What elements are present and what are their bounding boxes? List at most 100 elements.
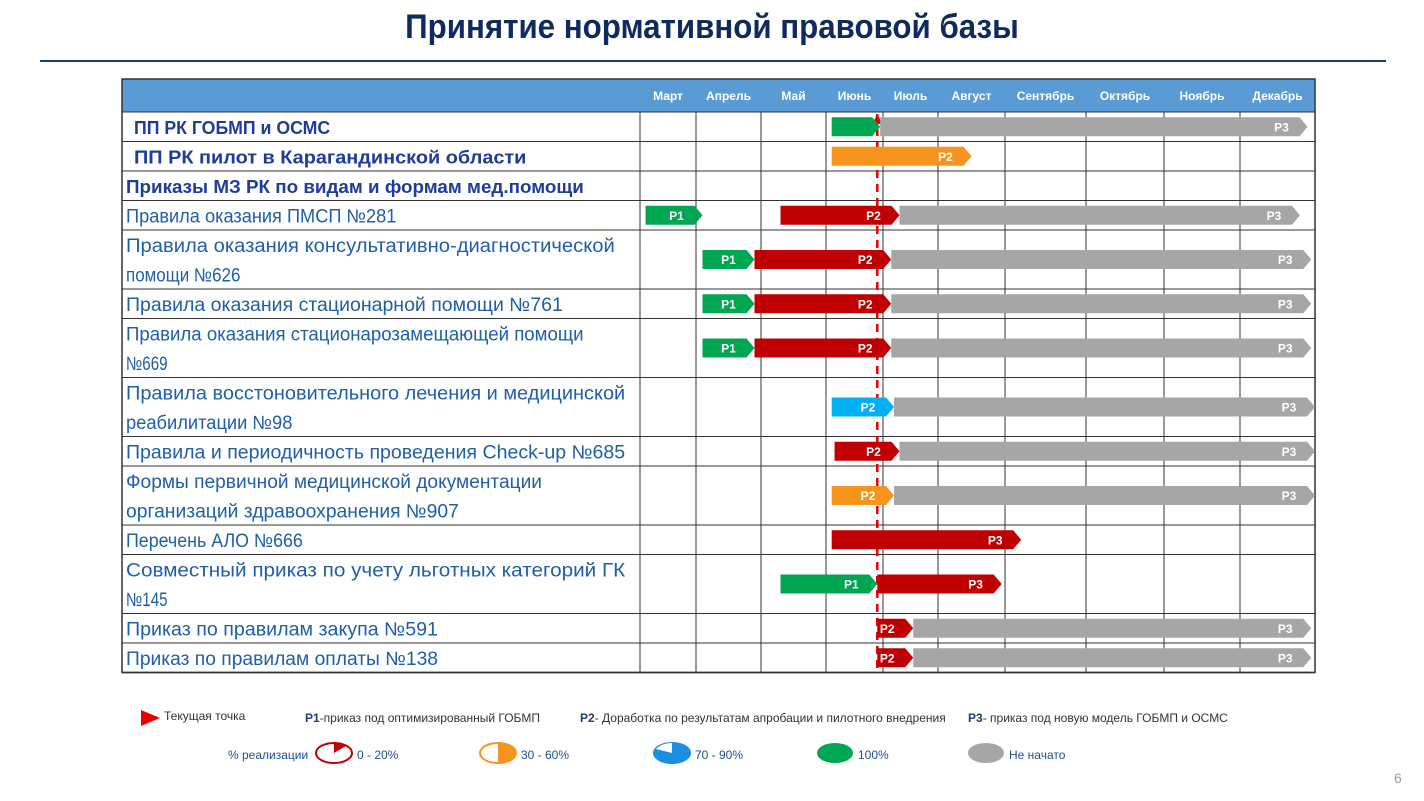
bar-label: Р3 xyxy=(988,533,1003,547)
month-header: Март xyxy=(653,89,683,103)
month-header: Апрель xyxy=(706,89,751,103)
gantt-bar xyxy=(877,618,914,638)
table-header xyxy=(122,79,1315,112)
legend-r3: 70 - 90% xyxy=(695,748,744,762)
legend-r1: 0 - 20% xyxy=(357,748,399,762)
bar-label: Р3 xyxy=(1278,622,1293,636)
gantt-bar xyxy=(891,338,1312,358)
pie-100-icon xyxy=(817,743,853,763)
legend-p1: Р1-приказ под оптимизированный ГОБМП xyxy=(305,711,540,725)
row-label: помощи №626 xyxy=(126,265,240,286)
bar-label: Р1 xyxy=(721,253,736,267)
bar-label: Р3 xyxy=(1282,489,1297,503)
row-label: Приказ по правилам оплаты №138 xyxy=(126,649,438,670)
bar-label: Р2 xyxy=(880,651,895,665)
legend-r2: 30 - 60% xyxy=(521,748,570,762)
legend-current-point: Текущая точка xyxy=(164,709,246,723)
month-header: Октябрь xyxy=(1100,89,1150,103)
gantt-bar xyxy=(899,441,1315,461)
page-title: Принятие нормативной правовой базы xyxy=(405,8,1019,46)
gantt-bar xyxy=(702,250,755,269)
pie-not-started-icon xyxy=(968,743,1004,763)
gantt-bar xyxy=(877,574,1002,594)
row-label: ПП РК пилот в Карагандинской области xyxy=(134,147,526,167)
gantt-bar xyxy=(645,205,703,225)
month-header: Декабрь xyxy=(1252,89,1302,103)
bar-label: Р2 xyxy=(880,622,895,636)
bar-label: Р3 xyxy=(1267,209,1282,223)
page-number: 6 xyxy=(1394,770,1402,786)
month-header: Август xyxy=(952,89,992,103)
pie-70-90-icon xyxy=(653,742,691,764)
legend-p1-code: Р1 xyxy=(305,711,320,725)
row-label: Правила оказания стационарной помощи №76… xyxy=(126,295,563,316)
gantt-bar xyxy=(831,397,894,417)
row-label: Приказ по правилам закупа №591 xyxy=(126,619,438,640)
bar-label: Р3 xyxy=(1274,120,1289,134)
gantt-bar xyxy=(880,117,1308,137)
gantt-bar xyxy=(913,648,1312,668)
gantt-bar xyxy=(913,618,1312,638)
gantt-bar xyxy=(891,294,1312,314)
gantt-bar xyxy=(702,294,755,314)
bar-label: Р3 xyxy=(1278,342,1293,356)
bar-label: Р2 xyxy=(861,489,876,503)
bar-label: Р2 xyxy=(858,253,873,267)
bar-label: Р3 xyxy=(1278,297,1293,311)
title-divider xyxy=(40,60,1386,62)
legend-p2-code: Р2 xyxy=(580,711,595,725)
pie-30-60-icon xyxy=(479,742,517,764)
gantt-bar xyxy=(754,294,892,314)
legend-p2-text: - Доработка по результатам апробации и п… xyxy=(594,711,946,725)
gantt-chart: Март Апрель Май Июнь Июль Август Сентябрь Октяб… xyxy=(121,78,1316,674)
bar-label: Р3 xyxy=(1282,445,1297,459)
gantt-bar xyxy=(831,146,972,166)
table-border xyxy=(121,78,1316,674)
row-label: Приказы МЗ РК по видам и формам мед.помо… xyxy=(126,177,584,197)
bar-label: Р2 xyxy=(858,297,873,311)
pie-0-20-icon xyxy=(315,742,353,764)
bar-label: Р3 xyxy=(1282,401,1297,415)
month-header: Ноябрь xyxy=(1180,89,1225,103)
row-label: Совместный приказ по учету льготных кате… xyxy=(126,560,625,581)
legend-r4: 100% xyxy=(858,748,889,762)
row-label: Формы первичной медицинской документации xyxy=(126,472,542,493)
bar-label: Р1 xyxy=(669,209,684,223)
row-label: ПП РК ГОБМП и ОСМС xyxy=(134,118,330,138)
month-header: Июнь xyxy=(838,89,872,103)
row-label: Правила восстоновительного лечения и мед… xyxy=(126,383,625,404)
gantt-bar xyxy=(780,574,878,594)
gantt-bar xyxy=(894,397,1315,417)
gantt-bar xyxy=(780,205,900,225)
bar-label: Р3 xyxy=(1278,651,1293,665)
month-header: Сентябрь xyxy=(1017,89,1075,103)
gantt-bar xyxy=(831,486,894,505)
gantt-bar xyxy=(834,441,900,461)
row-label: организаций здравоохранения №907 xyxy=(126,501,459,522)
row-label: Правила оказания ПМСП №281 xyxy=(126,206,396,227)
row-label: Правила оказания консультативно-диагност… xyxy=(126,236,615,257)
bar-label: Р2 xyxy=(858,342,873,356)
month-header: Май xyxy=(781,89,805,103)
bar-label: Р2 xyxy=(866,445,881,459)
bar-label: Р2 xyxy=(866,209,881,223)
gantt-bar xyxy=(877,648,914,668)
gantt-bar xyxy=(899,205,1300,225)
current-point-marker-icon xyxy=(141,710,160,726)
legend-p2: Р2- Доработка по результатам апробации и… xyxy=(580,711,946,725)
gantt-bar xyxy=(754,338,892,358)
legend-p3: Р3- приказ под новую модель ГОБМП и ОСМС xyxy=(968,711,1228,725)
gantt-bar xyxy=(831,117,881,137)
row-label: Правила оказания стационарозамещающей по… xyxy=(126,324,584,345)
row-label: №145 xyxy=(126,590,168,611)
row-label: реабилитации №98 xyxy=(126,413,292,434)
bar-label: Р3 xyxy=(1278,253,1293,267)
month-header: Июль xyxy=(894,89,928,103)
row-label: №669 xyxy=(126,354,168,375)
bar-label: Р2 xyxy=(861,401,876,415)
gantt-bar xyxy=(891,250,1312,269)
row-label: Правила и периодичность проведения Check… xyxy=(126,442,625,463)
bar-label: Р3 xyxy=(968,578,983,592)
gantt-bar xyxy=(831,530,1022,550)
legend-p3-text: - приказ под новую модель ГОБМП и ОСМС xyxy=(982,711,1228,725)
